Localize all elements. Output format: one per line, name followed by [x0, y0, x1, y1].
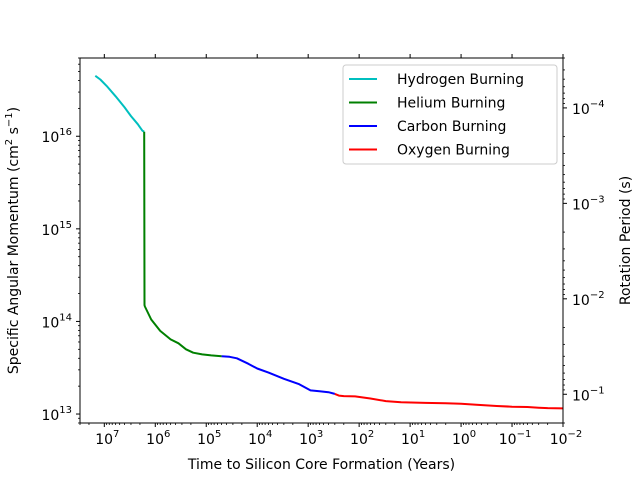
y-tick-label: 1014	[41, 312, 72, 331]
x-tick-label: 10−1	[499, 429, 532, 448]
x-tick-label: 10−2	[550, 429, 583, 448]
x-tick-label: 107	[95, 429, 119, 448]
y-tick-label: 1015	[41, 220, 72, 239]
y2-axis-label: Rotation Period (s)	[618, 176, 634, 305]
x-tick-label: 100	[452, 429, 476, 448]
oxygen-burning-line	[334, 392, 564, 410]
x-axis-label: Time to Silicon Core Formation (Years)	[187, 457, 455, 473]
carbon-burning-line	[221, 355, 336, 395]
legend-label: Oxygen Burning	[397, 143, 510, 159]
legend-label: Helium Burning	[397, 96, 505, 112]
legend: Hydrogen Burning Helium Burning Carbon Bur…	[342, 64, 558, 165]
x-tick-label: 104	[248, 429, 272, 448]
legend-label: Hydrogen Burning	[397, 72, 524, 88]
y-axis-label: Specific Angular Momentum (cm2 s−1)	[4, 107, 22, 374]
x-tick-label: 101	[401, 429, 425, 448]
x-tick-label: 105	[197, 429, 221, 448]
y2-tick-label: 10−4	[572, 99, 605, 118]
legend-label: Carbon Burning	[397, 119, 506, 135]
y-tick-label: 1013	[41, 405, 72, 424]
hydrogen-burning-line	[94, 74, 145, 133]
y2-tick-label: 10−3	[572, 194, 605, 213]
y-tick-label: 1016	[41, 127, 72, 146]
helium-burning-line	[143, 131, 222, 358]
legend-box	[342, 64, 558, 165]
y2-tick-label: 10−2	[572, 290, 605, 309]
y2-axis-ticks: 10−1 10−2 10−3 10−4	[563, 57, 605, 424]
y2-tick-label: 10−1	[572, 385, 605, 404]
x-tick-label: 102	[350, 429, 374, 448]
x-axis-ticks: 107 106 105 104 103 102 101 100 10−1 10−2	[79, 54, 583, 448]
plot-frame	[79, 57, 564, 424]
x-tick-label: 106	[146, 429, 170, 448]
plot-area	[94, 74, 564, 410]
x-tick-label: 103	[299, 429, 323, 448]
y-axis-ticks: 1013 1014 1015 1016	[41, 57, 80, 424]
